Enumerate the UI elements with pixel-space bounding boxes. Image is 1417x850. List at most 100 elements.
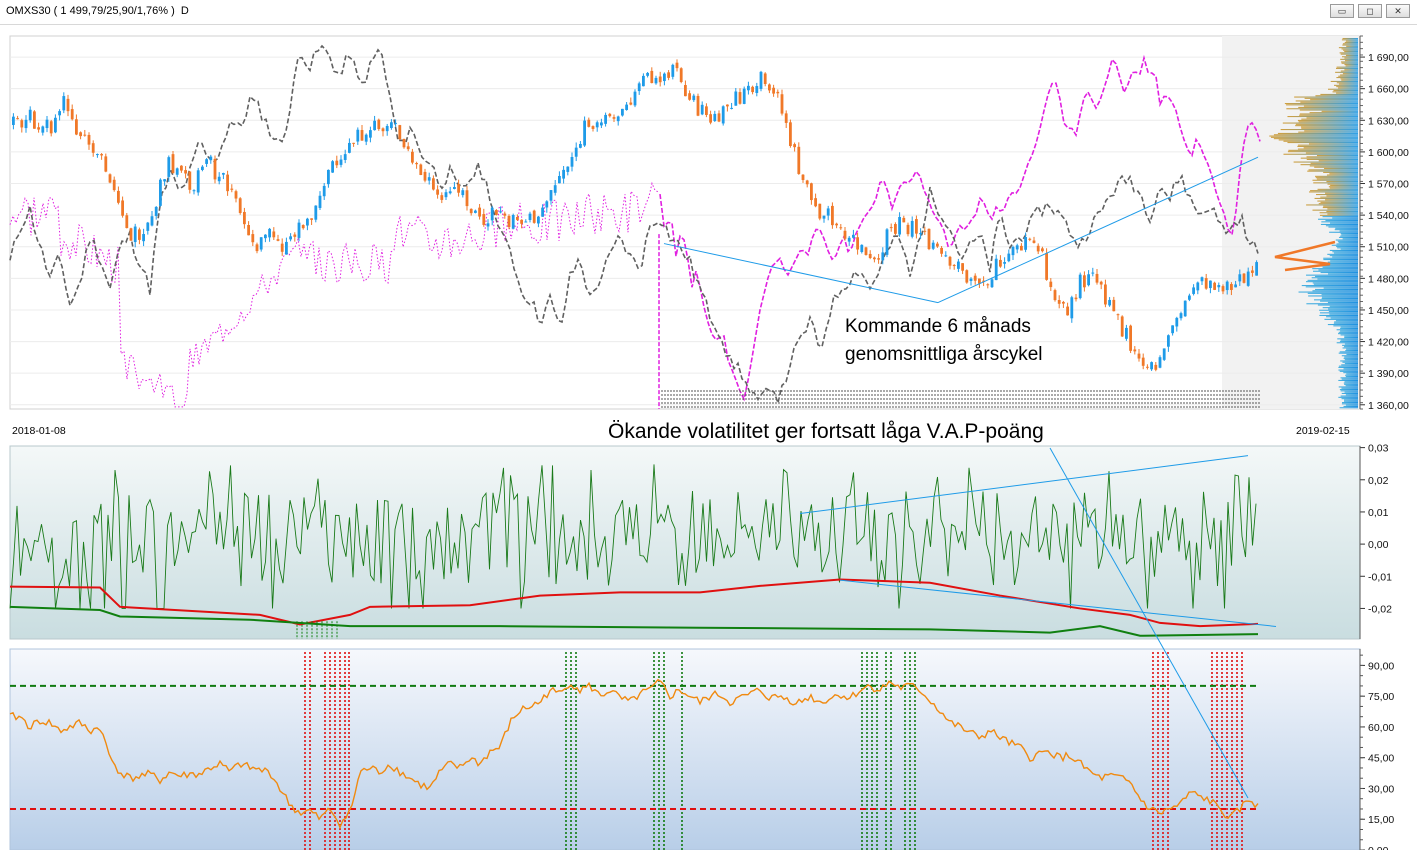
volume-profile-bar bbox=[1322, 216, 1358, 218]
volume-profile-bar bbox=[1342, 238, 1358, 240]
candle-body bbox=[726, 104, 729, 107]
candle-body bbox=[1078, 274, 1082, 299]
candle-body bbox=[230, 188, 234, 190]
candle-body bbox=[457, 184, 460, 193]
volume-profile-bar bbox=[1344, 64, 1358, 66]
price-tick-label: 1 630,00 bbox=[1368, 115, 1409, 127]
candle-body bbox=[184, 170, 187, 174]
volume-profile-bar bbox=[1307, 170, 1358, 172]
volume-profile-bar bbox=[1316, 178, 1358, 180]
volume-profile-bar bbox=[1345, 54, 1358, 56]
candle-body bbox=[776, 91, 780, 94]
candle-body bbox=[1251, 270, 1254, 273]
candle-body bbox=[390, 122, 393, 129]
candle-body bbox=[621, 108, 624, 116]
candle-body bbox=[604, 114, 607, 124]
candle-body bbox=[831, 205, 834, 226]
candle-body bbox=[1213, 282, 1216, 290]
candle-body bbox=[419, 164, 423, 175]
volume-profile-bar bbox=[1303, 105, 1358, 107]
volume-profile-bar bbox=[1344, 343, 1358, 345]
volume-profile-bar bbox=[1342, 347, 1358, 349]
candle-body bbox=[713, 113, 717, 121]
volume-profile-bar bbox=[1338, 365, 1358, 367]
cycle-annotation-line1: Kommande 6 månads bbox=[845, 316, 1031, 337]
volume-profile-bar bbox=[1319, 212, 1358, 214]
volume-profile-bar bbox=[1343, 382, 1358, 384]
volume-profile-bar bbox=[1326, 174, 1358, 176]
volatility-tick-label: 0,02 bbox=[1368, 475, 1389, 487]
candle-body bbox=[915, 219, 918, 234]
volume-profile-bar bbox=[1306, 156, 1358, 158]
candle-body bbox=[747, 85, 750, 91]
volume-profile-bar bbox=[1340, 70, 1358, 72]
vap-tick-label: 15,00 bbox=[1368, 814, 1394, 826]
candle-body bbox=[79, 132, 82, 137]
candle-body bbox=[923, 230, 927, 232]
restore-button[interactable]: ◻ bbox=[1358, 4, 1382, 18]
candle-body bbox=[12, 116, 15, 125]
candle-body bbox=[1003, 262, 1006, 264]
minimize-button[interactable]: ▭ bbox=[1330, 4, 1354, 18]
volume-profile-bar bbox=[1338, 83, 1358, 85]
volume-profile-bar bbox=[1297, 119, 1358, 121]
volume-profile-bar bbox=[1318, 203, 1358, 205]
volume-profile-bar bbox=[1343, 49, 1358, 51]
candle-body bbox=[146, 222, 150, 231]
candle-body bbox=[625, 104, 628, 110]
candle-body bbox=[377, 119, 381, 130]
candle-body bbox=[499, 211, 502, 213]
candle-body bbox=[293, 234, 297, 237]
candle-body bbox=[822, 215, 826, 219]
close-button[interactable]: ✕ bbox=[1386, 4, 1410, 18]
volume-profile-bar bbox=[1318, 218, 1358, 220]
candle-body bbox=[537, 216, 540, 224]
candle-body bbox=[66, 98, 70, 112]
candle-body bbox=[591, 126, 595, 129]
candle-body bbox=[688, 93, 691, 100]
candle-body bbox=[83, 134, 87, 136]
volume-profile-bar bbox=[1335, 239, 1358, 241]
candle-body bbox=[1150, 362, 1153, 370]
volume-profile-bar bbox=[1320, 93, 1358, 95]
candle-body bbox=[339, 159, 343, 165]
candle-body bbox=[705, 106, 708, 115]
candle-body bbox=[860, 244, 864, 252]
candle-body bbox=[209, 156, 213, 161]
volume-profile-bar bbox=[1325, 220, 1358, 222]
volume-profile-bar bbox=[1327, 253, 1358, 255]
candle-body bbox=[125, 215, 129, 229]
volume-profile-bar bbox=[1307, 279, 1358, 281]
volume-profile-bar bbox=[1323, 205, 1358, 207]
comparison-line bbox=[9, 44, 1259, 406]
candle-body bbox=[108, 174, 112, 183]
candle-body bbox=[994, 258, 998, 281]
volume-profile-bar bbox=[1333, 325, 1358, 327]
candle-body bbox=[709, 114, 712, 123]
candle-body bbox=[1255, 262, 1258, 276]
candle-body bbox=[373, 120, 376, 131]
candle-body bbox=[280, 243, 284, 252]
volume-profile-bar bbox=[1327, 261, 1358, 263]
candle-body bbox=[20, 120, 24, 128]
candle-body bbox=[507, 215, 511, 228]
volume-profile-bar bbox=[1344, 359, 1358, 361]
volume-profile-bar bbox=[1336, 329, 1358, 331]
seasonal-forecast-line bbox=[659, 54, 1261, 402]
candle-body bbox=[789, 122, 792, 146]
volatility-tick-label: 0,00 bbox=[1368, 539, 1389, 551]
volume-profile-bar bbox=[1273, 134, 1358, 136]
volatility-tick-label: 0,03 bbox=[1368, 443, 1389, 455]
volume-profile-bar bbox=[1336, 92, 1358, 94]
candle-body bbox=[16, 118, 19, 120]
volume-profile-bar bbox=[1321, 296, 1358, 298]
volume-profile-bar bbox=[1329, 313, 1358, 315]
volume-profile-bar bbox=[1321, 110, 1358, 112]
candle-body bbox=[969, 278, 973, 281]
volume-profile-bar bbox=[1340, 53, 1358, 55]
cycle-annotation-line2: genomsnittliga årscykel bbox=[845, 344, 1042, 365]
price-tick-label: 1 690,00 bbox=[1368, 52, 1409, 64]
volume-profile-bar bbox=[1306, 274, 1358, 276]
candle-body bbox=[1238, 274, 1242, 282]
volume-profile-bar bbox=[1312, 282, 1358, 284]
